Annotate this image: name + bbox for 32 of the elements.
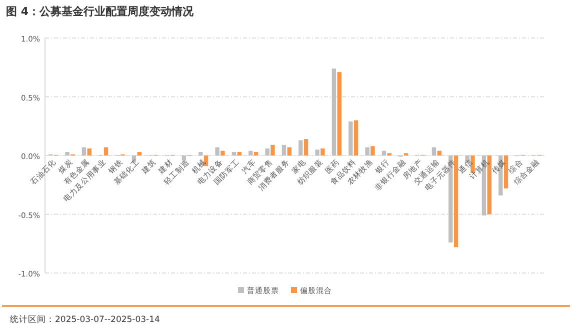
bar [287,147,292,156]
bar [354,120,358,156]
bar [315,150,320,156]
chart-title: 图 4：公募基金行业配置周度变动情况 [6,5,194,18]
bar [437,150,442,156]
bar [248,150,253,156]
bar [298,140,303,156]
bar [370,146,375,156]
bar [198,152,203,156]
bar [348,121,353,156]
bar [137,152,142,156]
bar [454,156,458,248]
text: 统计区间：2025-03-07--2025-03-14 [10,314,160,325]
bar [282,144,286,156]
bar [87,148,92,156]
bar [220,150,225,156]
bar [365,147,370,156]
bar [382,150,386,156]
bar [337,72,342,156]
bar [104,147,108,156]
bar [320,148,325,156]
bar [232,152,236,156]
bar [304,139,308,156]
bar [265,148,270,156]
bar [432,147,436,156]
bar [237,152,242,156]
bar [82,147,86,156]
bar [65,152,70,156]
bar [332,68,336,156]
bar [215,147,220,156]
bar [270,144,275,156]
bar [254,152,258,156]
